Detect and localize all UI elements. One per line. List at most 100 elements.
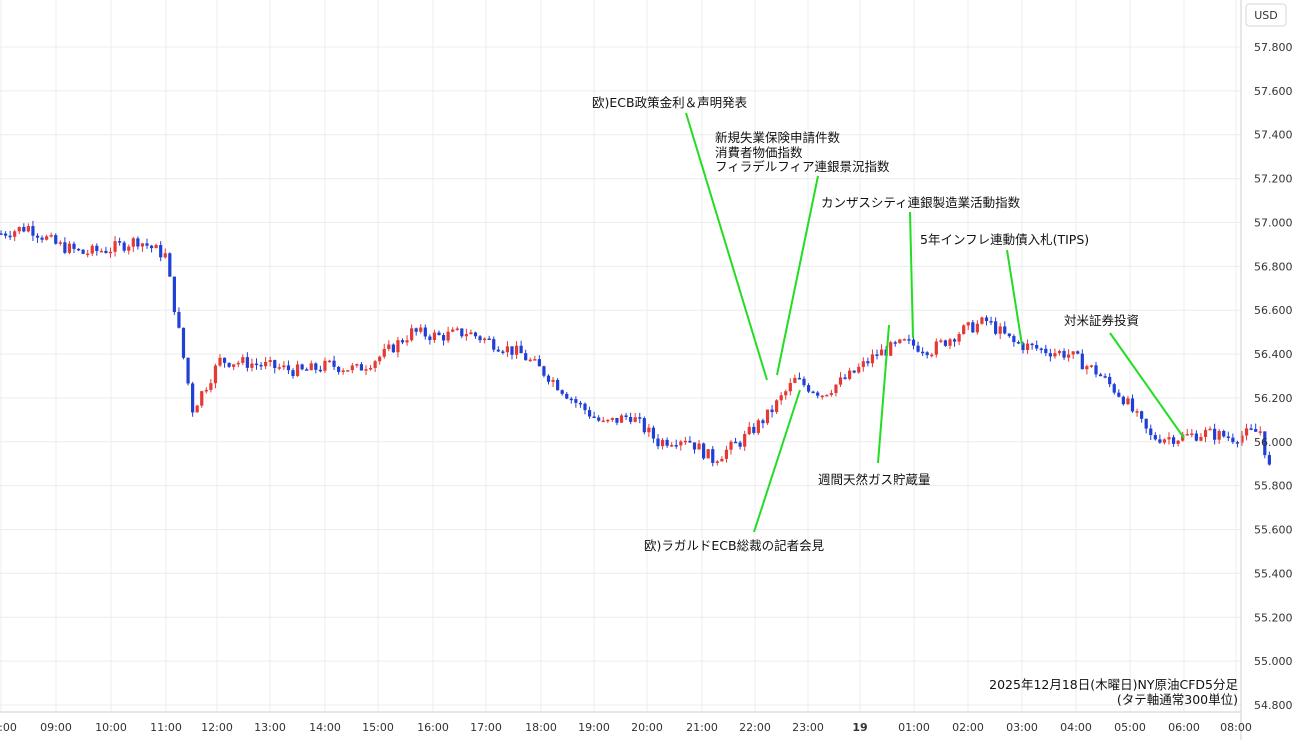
candle-body xyxy=(318,369,322,372)
candle-body xyxy=(843,377,847,379)
candle-body xyxy=(396,340,400,353)
candle-body xyxy=(952,339,957,342)
candle-body xyxy=(478,336,482,341)
candle-body xyxy=(473,332,478,337)
candle-body xyxy=(820,395,824,398)
candle-body xyxy=(1121,396,1125,405)
time-tick-label: 10:00 xyxy=(95,721,127,734)
candle-body xyxy=(866,361,870,364)
time-tick-label: 14:00 xyxy=(309,721,341,734)
candle-body xyxy=(524,353,528,361)
candle-body xyxy=(1176,440,1180,444)
price-tick-label: 56.800 xyxy=(1254,260,1293,273)
candle-body xyxy=(911,339,916,346)
candle-body xyxy=(902,339,906,341)
candle-body xyxy=(793,377,797,383)
candle-body xyxy=(341,370,345,373)
candle-body xyxy=(483,338,487,341)
time-tick-label: 18:00 xyxy=(525,721,557,734)
candle-body xyxy=(916,345,920,352)
candle-body xyxy=(54,235,58,244)
candle-body xyxy=(1053,353,1057,357)
candle-body xyxy=(711,449,715,463)
candle-body xyxy=(300,364,304,370)
candle-body xyxy=(1103,376,1107,378)
candle-body xyxy=(149,245,154,249)
candle-body xyxy=(1231,437,1235,443)
candle-body xyxy=(848,370,852,379)
candle-body xyxy=(200,391,204,406)
candle-body xyxy=(314,363,318,370)
candle-body xyxy=(1076,351,1080,354)
candle-body xyxy=(1149,428,1153,436)
candle-body xyxy=(168,253,172,277)
candle-body xyxy=(346,370,350,372)
candle-body xyxy=(1025,343,1030,351)
candle-body xyxy=(373,361,377,368)
candle-body xyxy=(811,391,815,394)
candle-body xyxy=(277,367,281,369)
candle-body xyxy=(419,327,423,332)
price-tick-label: 57.000 xyxy=(1254,216,1293,229)
candle-body xyxy=(533,359,537,361)
annotation-connector xyxy=(1006,249,1023,346)
candle-body xyxy=(17,226,21,232)
chart-grid xyxy=(0,0,1241,712)
candle-body xyxy=(1108,376,1112,385)
candle-body xyxy=(104,250,108,253)
time-tick-label: 12:00 xyxy=(201,721,233,734)
annotation-connector xyxy=(753,389,801,533)
candle-body xyxy=(1235,442,1240,444)
candle-body xyxy=(432,332,437,341)
annotation-tips-auction: 5年インフレ連動債入札(TIPS) xyxy=(920,232,1089,247)
candle-body xyxy=(218,357,222,366)
candle-body xyxy=(629,416,633,422)
candle-body xyxy=(496,349,500,352)
candle-body xyxy=(113,241,117,252)
annotation-lines xyxy=(685,112,1185,533)
candle-body xyxy=(241,357,245,363)
candle-body xyxy=(451,329,455,332)
candle-body xyxy=(45,236,49,240)
time-tick-label: 11:00 xyxy=(150,721,182,734)
candle-body xyxy=(1263,431,1267,456)
candle-body xyxy=(587,410,592,417)
price-tick-label: 56.400 xyxy=(1254,348,1293,361)
candle-body xyxy=(683,440,687,443)
candle-body xyxy=(1112,384,1116,393)
annotation-lagarde-press: 欧)ラガルドECB総裁の記者会見 xyxy=(644,538,825,553)
candle-body xyxy=(647,427,651,433)
candle-body xyxy=(1158,439,1162,443)
candle-body xyxy=(1162,439,1167,443)
candle-body xyxy=(606,419,610,422)
candle-body xyxy=(282,365,286,368)
candle-body xyxy=(651,427,656,439)
candle-body xyxy=(975,323,979,333)
candle-body xyxy=(273,360,277,369)
candle-body xyxy=(140,243,145,247)
candle-body xyxy=(259,364,263,367)
candle-body xyxy=(236,362,240,365)
price-tick-label: 55.600 xyxy=(1254,524,1293,537)
candle-body xyxy=(775,400,779,413)
candle-body xyxy=(350,365,354,371)
candle-body xyxy=(1244,428,1249,436)
candle-body xyxy=(1003,326,1007,334)
candle-body xyxy=(332,360,336,367)
candle-body xyxy=(1126,398,1130,405)
candle-body xyxy=(756,420,760,433)
candle-body xyxy=(715,461,719,463)
candle-body xyxy=(13,231,17,237)
candle-body xyxy=(1226,436,1230,438)
candle-body xyxy=(81,249,85,254)
candle-body xyxy=(925,352,929,356)
candle-body xyxy=(213,365,218,384)
candle-body xyxy=(378,356,382,362)
candle-body xyxy=(186,357,190,384)
price-axis-ticks: 57.800 57.600 57.400 57.200 57.000 56.800 56.6… xyxy=(1254,41,1293,712)
time-tick-label: 20:00 xyxy=(631,721,663,734)
candle-body xyxy=(1267,455,1271,465)
candle-body xyxy=(1203,429,1208,437)
candle-body xyxy=(446,331,450,341)
